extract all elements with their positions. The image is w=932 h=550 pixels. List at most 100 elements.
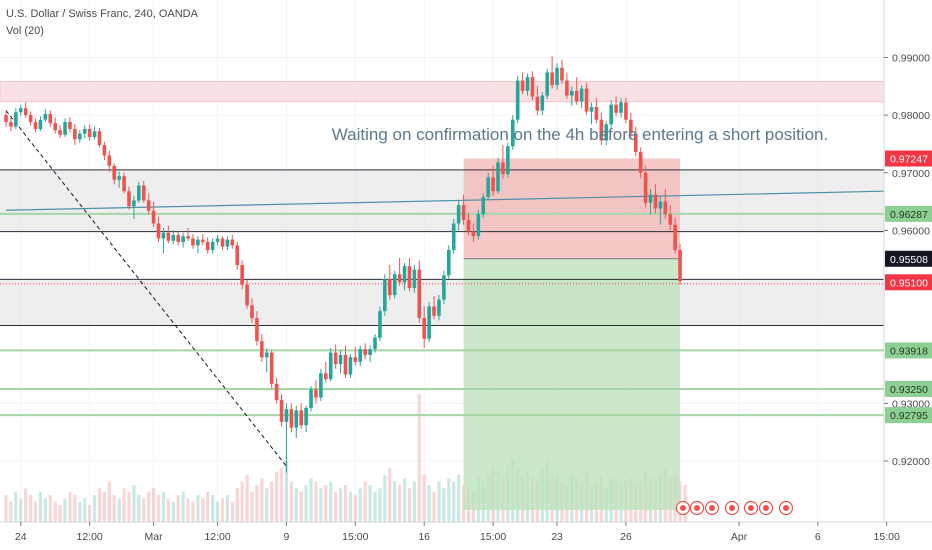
- candle: [520, 72, 525, 95]
- economic-event-flag-icon[interactable]: [704, 500, 720, 516]
- price-label-box[interactable]: [885, 150, 932, 167]
- candle-body: [506, 146, 510, 174]
- price-label-box[interactable]: [885, 250, 932, 267]
- economic-event-flag-icon[interactable]: [724, 500, 740, 516]
- candle-body: [481, 196, 486, 215]
- volume-bar: [378, 488, 382, 522]
- candle-body: [53, 123, 57, 131]
- volume-bar: [142, 498, 146, 522]
- candle: [68, 117, 72, 133]
- candle-body: [230, 239, 235, 246]
- price-label-box[interactable]: [885, 342, 932, 359]
- trendlines[interactable]: [5, 110, 885, 467]
- candle-body: [407, 266, 412, 289]
- candle-body: [363, 349, 367, 355]
- candle: [368, 345, 372, 362]
- candle-body: [191, 238, 195, 246]
- candle-body: [678, 250, 682, 282]
- candle: [151, 201, 156, 227]
- candle-body: [78, 133, 82, 140]
- candle: [668, 205, 672, 231]
- price-label-box[interactable]: [885, 205, 932, 222]
- candle-body: [319, 373, 323, 398]
- candle-body: [560, 67, 564, 81]
- candle: [137, 181, 141, 203]
- candle-body: [550, 72, 554, 86]
- candle-body: [584, 88, 589, 112]
- economic-event-flag-icon[interactable]: [743, 500, 759, 516]
- time-tick-label: 15:00: [480, 531, 506, 543]
- candle: [614, 96, 618, 117]
- candle: [58, 125, 62, 139]
- candle: [201, 233, 205, 246]
- candle: [328, 348, 333, 382]
- time-tick-label: 15:00: [874, 531, 900, 543]
- volume-bar: [442, 488, 446, 522]
- time-axis[interactable]: 24 12:00 Mar 12:00 9 15:00 16 15:00 23 26 Apr 6 15:0…: [0, 521, 932, 550]
- price-label-box[interactable]: [885, 274, 932, 291]
- event-markers[interactable]: [675, 500, 794, 516]
- candle-body: [638, 152, 643, 173]
- candle: [624, 97, 628, 124]
- volume-bar: [235, 488, 239, 522]
- candle: [515, 75, 520, 124]
- dashed-trendline[interactable]: [5, 110, 287, 467]
- candle: [579, 85, 584, 109]
- short-position-tool[interactable]: [463, 158, 681, 510]
- volume-indicator-label[interactable]: Vol (20): [6, 25, 44, 37]
- candle-body: [333, 352, 338, 365]
- volume-bar: [452, 481, 456, 522]
- volume-bar: [314, 481, 318, 522]
- candle-body: [63, 122, 67, 135]
- price-label-text: 0.93918: [890, 345, 928, 357]
- volume-bar: [363, 481, 367, 522]
- candle: [63, 118, 67, 138]
- economic-event-flag-icon[interactable]: [675, 500, 691, 516]
- volume-bar: [368, 484, 372, 522]
- candle-body: [589, 107, 594, 112]
- economic-event-flag-icon[interactable]: [689, 500, 705, 516]
- volume-bar: [78, 501, 82, 522]
- economic-event-flag-icon[interactable]: [778, 500, 794, 516]
- candle: [225, 236, 230, 251]
- candle: [38, 116, 43, 132]
- economic-event-flag-icon[interactable]: [758, 500, 774, 516]
- candle-body: [633, 133, 638, 153]
- volume-bar: [127, 491, 131, 522]
- candle: [584, 82, 589, 116]
- blue-trendline[interactable]: [5, 190, 885, 211]
- price-label-box[interactable]: [885, 407, 932, 424]
- volume-bar: [166, 498, 170, 522]
- volume-bar: [383, 474, 387, 522]
- candle-body: [343, 354, 348, 375]
- candle: [48, 110, 53, 127]
- price-label-box[interactable]: [885, 380, 932, 397]
- horizontal-levels[interactable]: [0, 169, 884, 417]
- candle-body: [92, 131, 97, 138]
- candle-body: [456, 205, 461, 224]
- candle-body: [378, 311, 382, 338]
- candle: [373, 334, 377, 353]
- candle: [387, 265, 392, 300]
- candle-body: [442, 275, 446, 300]
- candle: [501, 145, 505, 179]
- take-profit-zone[interactable]: [463, 258, 681, 510]
- candle: [343, 345, 348, 378]
- volume-bar: [156, 495, 161, 522]
- stop-loss-zone[interactable]: [463, 158, 681, 259]
- candle: [97, 127, 102, 148]
- volume-bar: [38, 491, 43, 522]
- chart-annotation[interactable]: Waiting on confirmation on the 4h before…: [332, 125, 828, 144]
- price-axis[interactable]: 0.990000.980000.970000.960000.930000.920…: [883, 0, 932, 522]
- volume-bar: [152, 488, 156, 522]
- candle-body: [48, 113, 53, 124]
- symbol-title[interactable]: U.S. Dollar / Swiss Franc, 240, OANDA: [6, 8, 198, 20]
- volume-bar: [97, 488, 102, 522]
- candle: [112, 163, 117, 185]
- volume-bar: [24, 488, 28, 522]
- candle: [73, 124, 77, 146]
- volume-bar: [299, 491, 303, 522]
- candle-body: [107, 155, 112, 166]
- candle-body: [427, 306, 431, 339]
